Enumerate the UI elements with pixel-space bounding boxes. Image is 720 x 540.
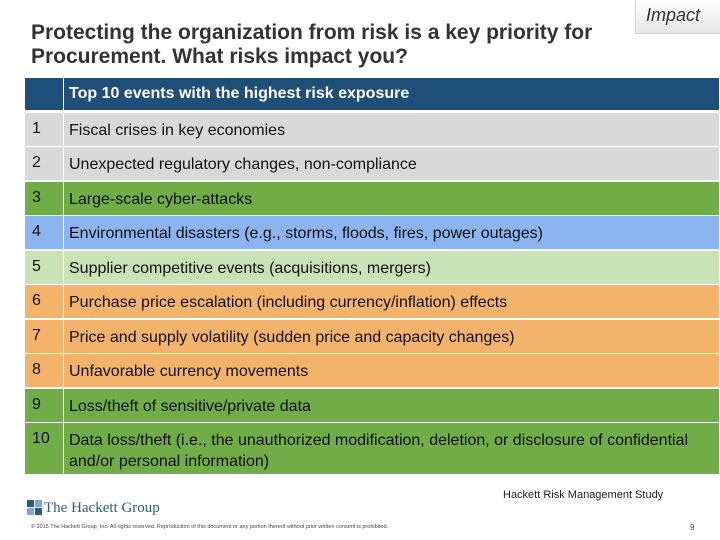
row-event-cell: Price and supply volatility (sudden pric… — [64, 320, 719, 353]
table-row: 1 Fiscal crises in key economies — [25, 113, 719, 146]
logo-text: The Hackett Group — [44, 500, 160, 516]
copyright-notice: © 2015 The Hackett Group, Inc. All right… — [31, 524, 389, 530]
table-row: 7 Price and supply volatility (sudden pri… — [25, 320, 719, 353]
row-rank: 5 — [32, 258, 41, 275]
row-event-text: Price and supply volatility (sudden pric… — [69, 329, 515, 346]
table-header-label: Top 10 events with the highest risk expo… — [69, 85, 410, 102]
row-rank-cell: 4 — [25, 216, 63, 249]
row-event-text: Large-scale cyber-attacks — [69, 191, 253, 208]
slide-title: Protecting the organization from risk is… — [31, 21, 593, 68]
table-row: 5 Supplier competitive events (acquisitio… — [25, 251, 719, 284]
row-rank: 8 — [32, 361, 41, 378]
row-event-text: Unfavorable currency movements — [69, 363, 309, 380]
row-event-text: Data loss/theft (i.e., the unauthorized … — [69, 432, 689, 470]
row-event-cell: Fiscal crises in key economies — [64, 113, 719, 146]
row-rank: 7 — [32, 327, 41, 344]
row-event-cell: Unexpected regulatory changes, non-compl… — [64, 147, 719, 180]
row-rank-cell: 9 — [25, 389, 63, 422]
row-event-cell: Supplier competitive events (acquisition… — [64, 251, 719, 284]
table-row: 8 Unfavorable currency movements — [25, 354, 719, 387]
page-number: 9 — [690, 523, 695, 532]
table-row: 2 Unexpected regulatory changes, non-comp… — [25, 147, 719, 180]
row-rank-cell: 5 — [25, 251, 63, 284]
impact-tab[interactable] — [635, 0, 720, 34]
row-rank: 6 — [32, 292, 41, 309]
row-event-text: Fiscal crises in key economies — [69, 122, 286, 139]
row-event-text: Supplier competitive events (acquisition… — [69, 260, 431, 277]
row-rank-cell: 10 — [25, 423, 63, 474]
row-rank-cell: 6 — [25, 285, 63, 318]
row-rank: 9 — [32, 396, 41, 413]
table-row: 3 Large-scale cyber-attacks — [25, 182, 719, 215]
row-event-cell: Large-scale cyber-attacks — [64, 182, 719, 215]
row-event-cell: Unfavorable currency movements — [64, 354, 719, 387]
row-event-cell: Environmental disasters (e.g., storms, f… — [64, 216, 719, 249]
row-event-cell: Purchase price escalation (including cur… — [64, 285, 719, 318]
row-event-cell: Data loss/theft (i.e., the unauthorized … — [64, 423, 719, 474]
row-rank-cell: 3 — [25, 182, 63, 215]
row-rank-cell: 7 — [25, 320, 63, 353]
impact-tab-label: Impact — [646, 5, 701, 25]
table-row: 4 Environmental disasters (e.g., storms, … — [25, 216, 719, 249]
table-row: 10 Data loss/theft (i.e., the unauthorize… — [25, 423, 719, 474]
footer-study-label: Hackett Risk Management Study — [503, 489, 664, 501]
table-row: 6 Purchase price escalation (including cu… — [25, 285, 719, 318]
table-header: Top 10 events with the highest risk expo… — [64, 78, 719, 110]
row-rank: 3 — [32, 189, 41, 206]
table-row: 9 Loss/theft of sensitive/private data — [25, 389, 719, 422]
row-rank: 4 — [32, 223, 41, 240]
row-rank-cell: 2 — [25, 147, 63, 180]
logo-mark-icon — [27, 500, 43, 516]
row-event-text: Unexpected regulatory changes, non-compl… — [69, 156, 417, 173]
row-rank-cell: 1 — [25, 113, 63, 146]
row-event-text: Environmental disasters (e.g., storms, f… — [69, 225, 543, 242]
row-event-text: Purchase price escalation (including cur… — [69, 294, 508, 311]
table-header-num-cell — [25, 78, 63, 110]
row-event-cell: Loss/theft of sensitive/private data — [64, 389, 719, 422]
row-rank: 1 — [32, 120, 41, 137]
row-rank: 2 — [32, 154, 41, 171]
row-rank-cell: 8 — [25, 354, 63, 387]
row-event-text: Loss/theft of sensitive/private data — [69, 398, 311, 415]
row-rank: 10 — [32, 430, 50, 447]
